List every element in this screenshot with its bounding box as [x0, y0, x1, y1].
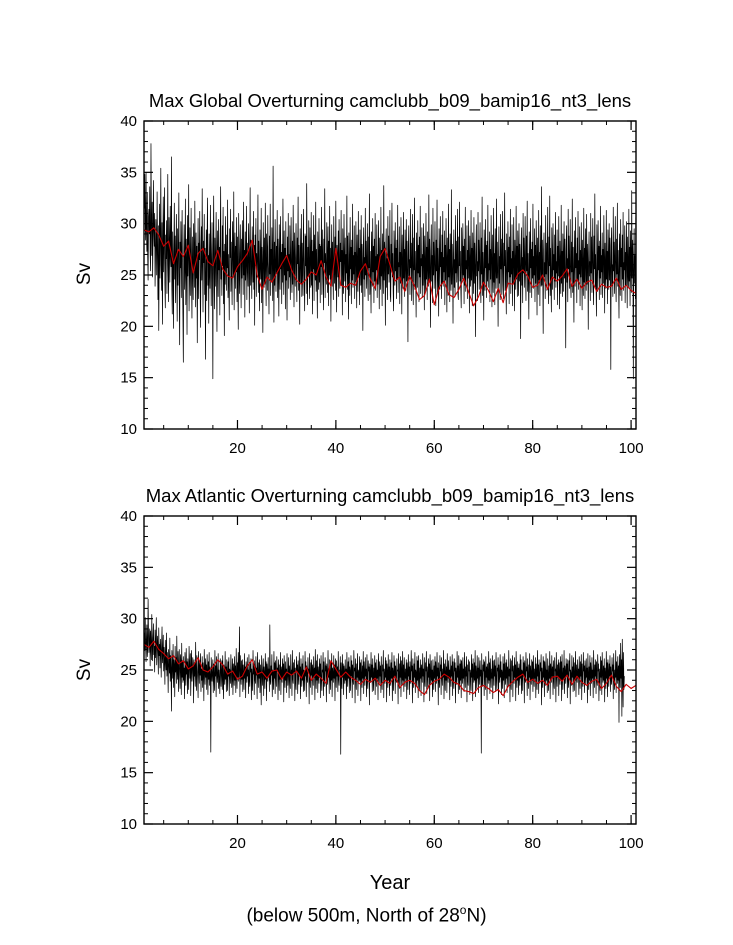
atlantic-x-tick-label: 20 — [229, 835, 246, 852]
atlantic-y-tick-label: 30 — [120, 611, 137, 628]
atlantic-x-tick-label: 100 — [619, 835, 644, 852]
atlantic-x-tick-label: 40 — [328, 835, 345, 852]
global-y-axis-label: Sv — [74, 262, 95, 285]
global-x-tick-label: 100 — [619, 440, 644, 457]
global-annual-mean-series-line — [143, 227, 637, 307]
atlantic-y-tick-label: 35 — [120, 559, 137, 576]
footnote: (below 500m, North of 28oN) — [0, 903, 733, 927]
global-y-tick-label: 10 — [120, 421, 137, 438]
global-y-tick-label: 40 — [120, 113, 137, 130]
atlantic-panel-title: Max Atlantic Overturning camclubb_b09_ba… — [146, 485, 635, 507]
atlantic-y-tick-label: 25 — [120, 662, 137, 679]
atlantic-y-tick-label: 40 — [120, 508, 137, 525]
x-axis-label: Year — [370, 872, 411, 894]
atlantic-annual-mean-series-line — [143, 640, 637, 697]
atlantic-y-tick-label: 15 — [120, 765, 137, 782]
global-series-group — [143, 143, 637, 380]
footnote-prefix: (below 500m, North of 28 — [246, 905, 460, 927]
global-plot-frame — [143, 120, 637, 430]
atlantic-plot-frame — [143, 515, 637, 825]
global-y-tick-label: 30 — [120, 216, 137, 233]
global-monthly-series-line — [143, 143, 637, 380]
atlantic-x-tick-label: 80 — [524, 835, 541, 852]
footnote-suffix: N) — [466, 905, 487, 927]
atlantic-y-axis-label: Sv — [74, 658, 95, 681]
atlantic-overturning-panel: Max Atlantic Overturning camclubb_b09_ba… — [74, 485, 644, 852]
atlantic-series-group — [143, 598, 637, 755]
atlantic-x-tick-label: 60 — [426, 835, 443, 852]
global-y-tick-label: 35 — [120, 164, 137, 181]
global-x-tick-label: 20 — [229, 440, 246, 457]
atlantic-axis-ticks: 20 40 60 80 100 10 15 20 25 30 35 40 — [120, 508, 643, 852]
global-overturning-panel: Max Global Overturning camclubb_b09_bami… — [74, 90, 644, 457]
global-y-tick-label: 20 — [120, 318, 137, 335]
atlantic-y-tick-label: 20 — [120, 713, 137, 730]
footnote-degree: o — [459, 903, 467, 917]
global-x-tick-label: 40 — [328, 440, 345, 457]
global-x-tick-label: 60 — [426, 440, 443, 457]
global-x-tick-label: 80 — [524, 440, 541, 457]
atlantic-y-tick-label: 10 — [120, 816, 137, 833]
global-y-tick-label: 15 — [120, 370, 137, 387]
global-panel-title: Max Global Overturning camclubb_b09_bami… — [149, 90, 631, 112]
global-y-tick-label: 25 — [120, 267, 137, 284]
